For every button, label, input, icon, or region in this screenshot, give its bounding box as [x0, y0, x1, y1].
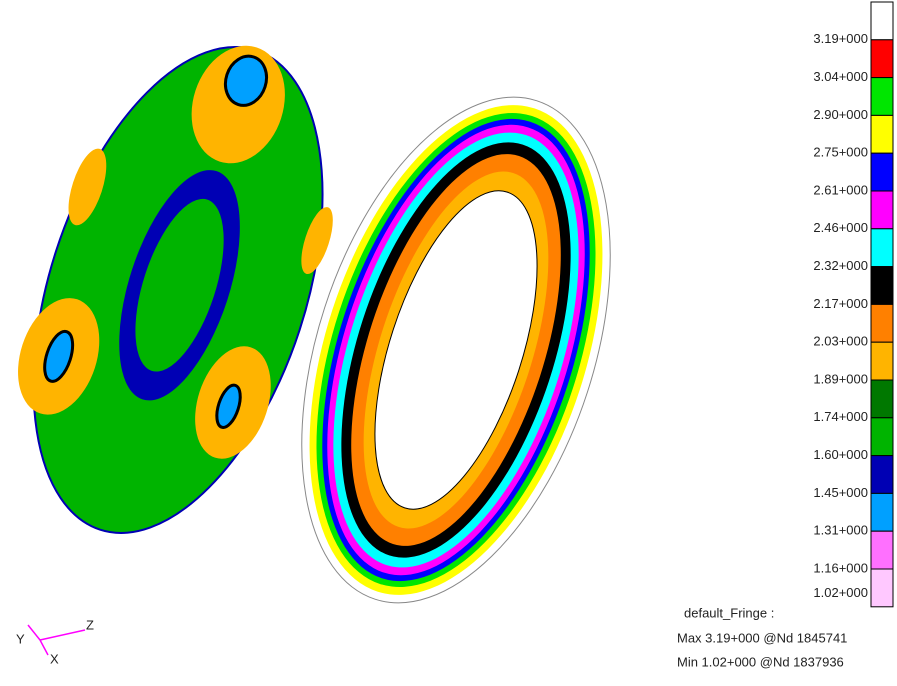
legend-swatch — [870, 303, 894, 343]
legend-label: 1.02+000 — [813, 585, 868, 600]
ring-model — [301, 96, 611, 604]
legend-swatch — [870, 1, 894, 41]
legend-label: 1.89+000 — [813, 371, 868, 386]
legend-swatch — [870, 568, 894, 608]
legend-label: 2.17+000 — [813, 296, 868, 311]
triad-label: Y — [16, 631, 25, 646]
summary-title: default_Fringe : — [684, 605, 774, 620]
legend-label: 3.19+000 — [813, 31, 868, 46]
legend-label: 1.74+000 — [813, 409, 868, 424]
legend-label: 2.90+000 — [813, 107, 868, 122]
legend-swatch — [870, 492, 894, 532]
legend-swatch — [870, 341, 894, 381]
legend-label: 3.04+000 — [813, 69, 868, 84]
summary-max: Max 3.19+000 @Nd 1845741 — [677, 630, 847, 645]
legend-label: 2.75+000 — [813, 145, 868, 160]
legend-swatch — [870, 114, 894, 154]
legend-swatch — [870, 190, 894, 230]
legend-label: 1.60+000 — [813, 447, 868, 462]
legend-swatch — [870, 379, 894, 419]
legend-label: 2.46+000 — [813, 220, 868, 235]
legend-swatch — [870, 39, 894, 79]
disk-model — [18, 45, 333, 534]
triad-label: Z — [86, 617, 94, 632]
legend-label: 1.45+000 — [813, 485, 868, 500]
legend-swatch — [870, 228, 894, 268]
legend-swatch — [870, 530, 894, 570]
legend-label: 2.03+000 — [813, 334, 868, 349]
legend-swatch — [870, 417, 894, 457]
legend-label: 2.32+000 — [813, 258, 868, 273]
legend-label: 2.61+000 — [813, 182, 868, 197]
legend-label: 1.31+000 — [813, 523, 868, 538]
legend-swatch — [870, 77, 894, 116]
legend-swatch — [870, 152, 894, 192]
color-legend: 3.19+000 3.04+000 2.90+000 2.75+000 2.61+000… — [813, 1, 894, 608]
legend-label: 1.16+000 — [813, 560, 868, 575]
axis-triad: Y Z X — [16, 617, 94, 666]
legend-swatch — [870, 455, 894, 494]
triad-label: X — [50, 651, 59, 666]
summary-min: Min 1.02+000 @Nd 1837936 — [677, 654, 844, 669]
legend-swatch — [870, 266, 894, 305]
